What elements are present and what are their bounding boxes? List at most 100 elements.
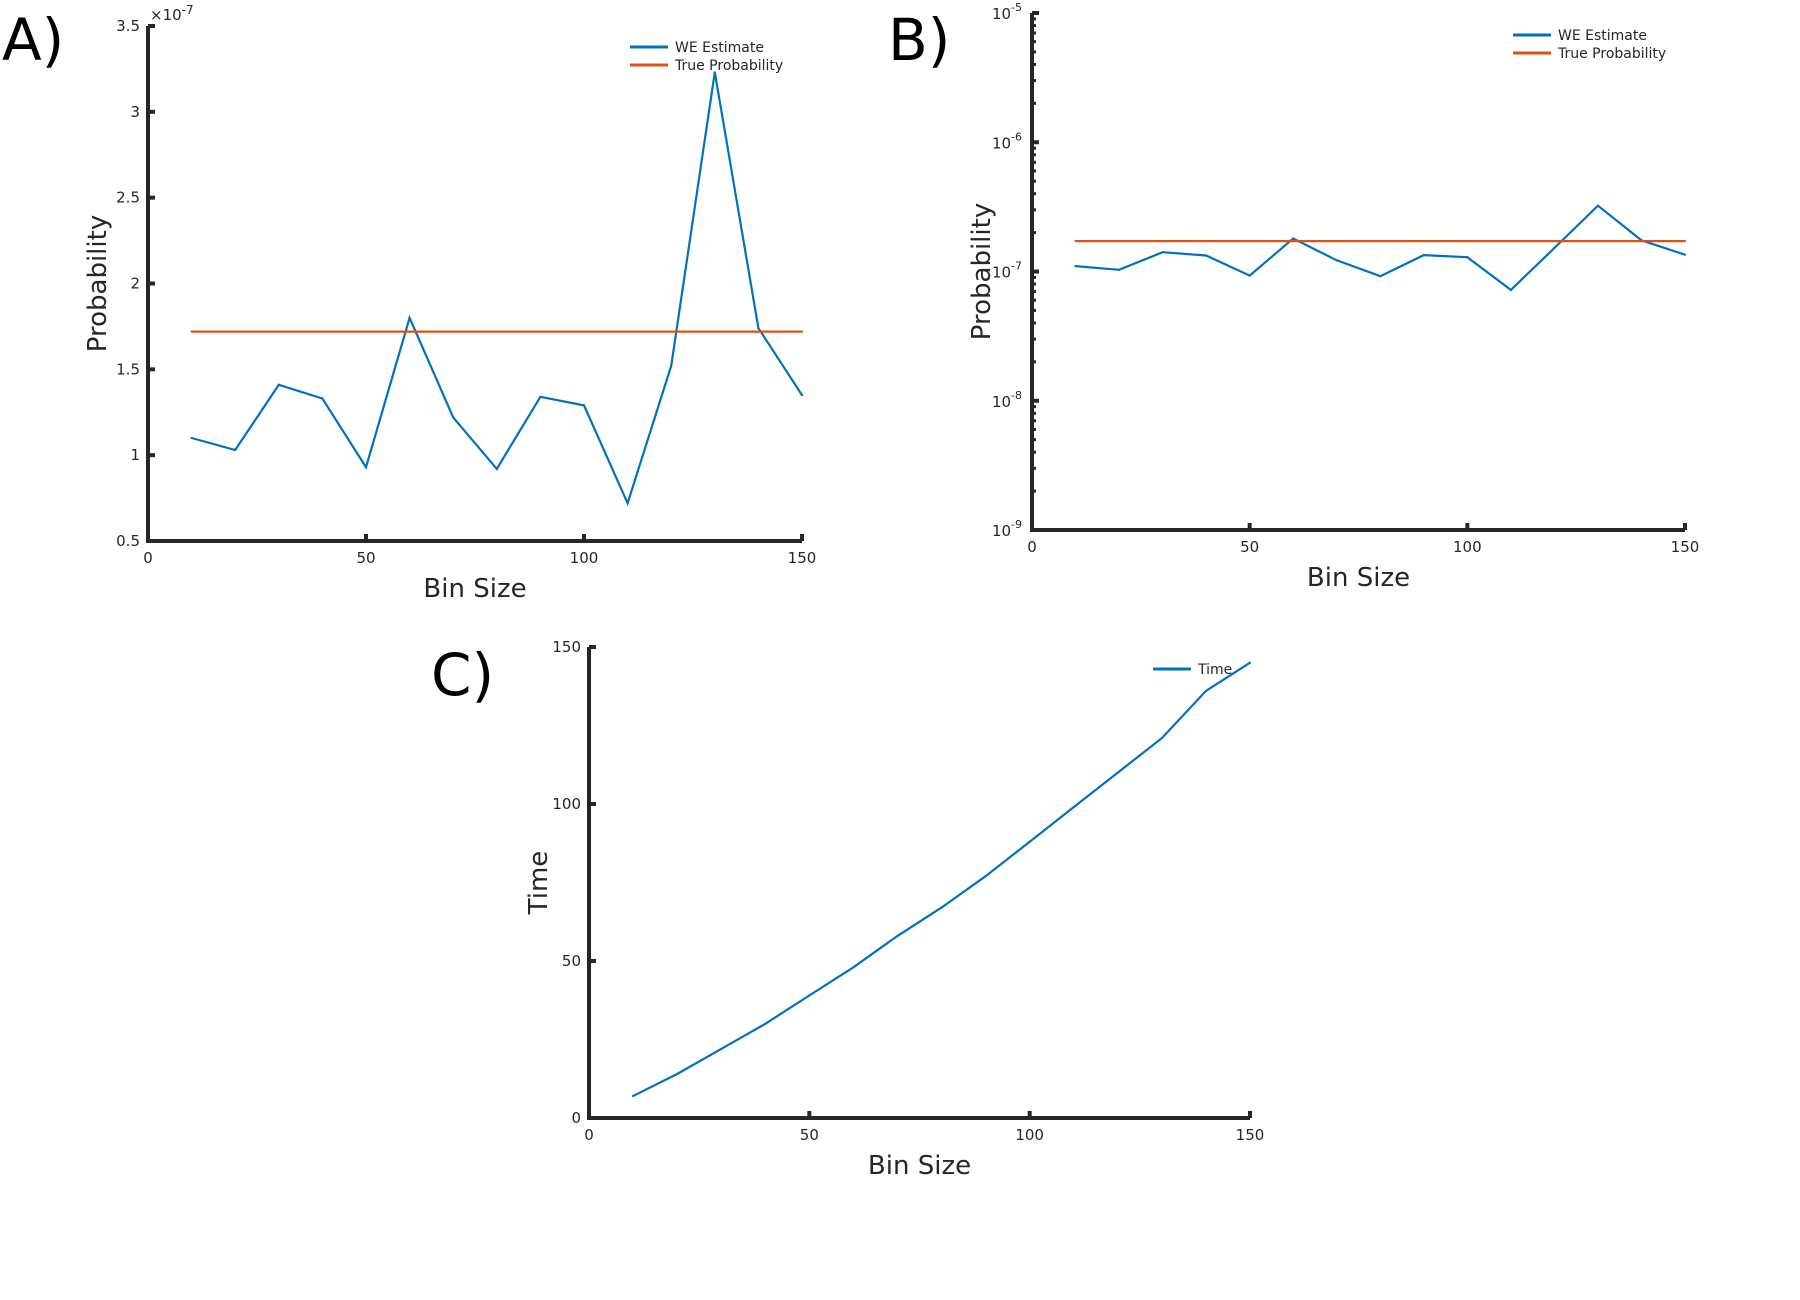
y-tick-label: 2 (130, 275, 140, 293)
x-tick-label: 0 (143, 549, 153, 567)
series-line-we-estimate (191, 72, 803, 507)
data-point (713, 71, 716, 74)
data-point (1117, 268, 1121, 271)
data-point (1205, 254, 1208, 257)
data-point (800, 393, 804, 397)
data-point (364, 330, 368, 333)
data-point (757, 330, 760, 333)
data-point (1683, 253, 1687, 256)
data-point (190, 436, 193, 440)
panel-label: A) (2, 6, 64, 74)
y-tick-label: 10-6 (992, 130, 1022, 152)
x-tick-label: 0 (584, 1126, 594, 1144)
data-point (1161, 239, 1164, 243)
data-point (277, 330, 280, 333)
x-axis-label: Bin Size (1307, 563, 1410, 593)
x-tick-label: 50 (1240, 538, 1259, 556)
data-point (1596, 239, 1600, 243)
data-point (1248, 239, 1251, 243)
x-tick-label: 150 (1671, 538, 1700, 556)
data-point (670, 364, 673, 367)
data-point (495, 330, 498, 333)
data-point (234, 330, 237, 333)
data-point (277, 383, 280, 386)
data-point (321, 330, 324, 333)
legend-label: Time (1197, 662, 1232, 678)
data-point (626, 502, 629, 505)
data-point (582, 404, 586, 407)
y-tick-label: 2.5 (116, 189, 140, 207)
y-axis-label: Probability (967, 203, 997, 340)
data-point (1248, 661, 1252, 664)
data-point (984, 875, 987, 878)
data-point (1074, 265, 1077, 268)
y-tick-label: 1.5 (116, 360, 140, 378)
x-tick-label: 150 (788, 549, 817, 567)
data-point (670, 330, 673, 333)
y-tick-label: 0.5 (116, 532, 140, 550)
y-tick-label: 10-5 (992, 1, 1022, 23)
x-axis-label: Bin Size (423, 574, 526, 604)
chart-panel-3: C) 0 50 100 150 0 50 100 150 Bin Size Time Time (431, 638, 1264, 1181)
data-point (1466, 239, 1469, 243)
data-point (713, 330, 716, 333)
data-point (896, 934, 899, 937)
panel-label: C) (431, 641, 494, 709)
data-point (1553, 246, 1556, 250)
data-point (1683, 239, 1687, 243)
data-point (1379, 239, 1382, 243)
data-point (757, 327, 760, 330)
data-point (1028, 840, 1031, 843)
data-point (1466, 256, 1469, 259)
data-point (1072, 806, 1075, 809)
data-point (1074, 239, 1077, 243)
y-axis-label: Time (524, 851, 554, 916)
data-point (364, 466, 368, 469)
y-tick-label: 3 (130, 103, 140, 121)
chart-panel-2: B) 0 50 100 150 10-9 10-8 10-7 10-6 10-5 Bin Size P… (888, 1, 1699, 593)
y-tick-label: 50 (562, 952, 581, 970)
data-point (1335, 239, 1338, 243)
data-point (234, 448, 237, 452)
data-point (1161, 251, 1164, 254)
data-point (582, 330, 586, 333)
data-point (1553, 239, 1556, 243)
data-point (764, 1022, 767, 1025)
data-point (852, 966, 855, 969)
y-tick-label: 150 (552, 638, 581, 656)
data-point (495, 467, 498, 470)
data-point (1422, 239, 1425, 243)
data-point (940, 906, 943, 909)
data-point (1116, 771, 1119, 774)
y-tick-label: 0 (571, 1109, 581, 1127)
data-point (452, 416, 455, 419)
data-point (1379, 275, 1382, 278)
y-tick-label: 3.5 (116, 17, 140, 35)
x-tick-label: 0 (1027, 538, 1037, 556)
series-line-time (632, 661, 1251, 1097)
data-point (1335, 259, 1338, 262)
data-point (452, 330, 455, 333)
data-point (539, 395, 542, 398)
x-tick-label: 50 (356, 549, 375, 567)
data-point (676, 1072, 679, 1076)
x-tick-label: 50 (800, 1126, 819, 1144)
data-point (1509, 239, 1512, 243)
data-point (1248, 274, 1251, 277)
data-point (1117, 239, 1121, 243)
y-axis-label: Probability (83, 215, 113, 352)
y-exponent-label: ×10-7 (150, 3, 194, 24)
data-point (190, 330, 193, 333)
x-tick-label: 150 (1236, 1126, 1265, 1144)
panel-label: B) (888, 6, 950, 74)
chart-panel-1: A) 0 50 100 150 0.5 1 1.5 2 2.5 3 3.5 ×10-7 Bin Size P… (2, 3, 816, 604)
data-point (1422, 253, 1425, 257)
data-point (1292, 239, 1295, 243)
data-point (408, 316, 411, 319)
data-point (1204, 689, 1208, 693)
data-point (321, 397, 324, 400)
data-point (539, 330, 542, 333)
x-tick-label: 100 (1453, 538, 1482, 556)
data-point (808, 994, 811, 997)
